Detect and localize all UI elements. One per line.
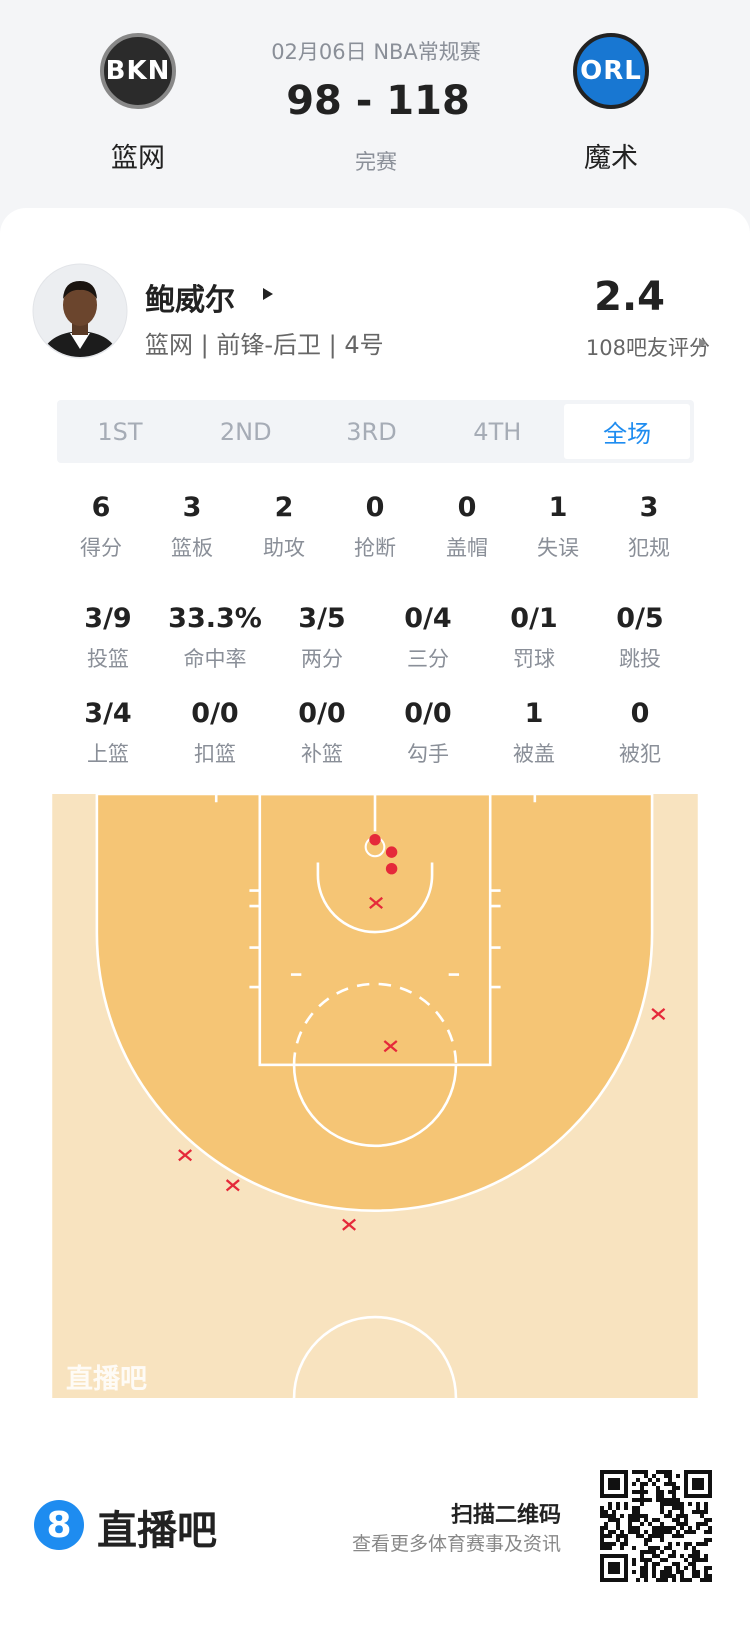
stat-value: 0	[630, 698, 650, 729]
player-name[interactable]: 鲍威尔	[145, 283, 235, 318]
stat-value: 3	[182, 492, 202, 523]
stat-label: 篮板	[171, 536, 213, 560]
stat-label: 扣篮	[194, 742, 236, 766]
rating-arrow	[699, 338, 707, 348]
stat-value: 0	[457, 492, 477, 523]
stat-value: 33.3%	[168, 603, 262, 634]
period-tab[interactable]: 全场	[564, 404, 690, 459]
home-logo: BKN	[100, 33, 176, 109]
period-tab[interactable]: 2ND	[219, 417, 272, 446]
away-name: 魔术	[584, 143, 638, 174]
stat-label: 跳投	[619, 647, 661, 671]
stat-label: 命中率	[183, 647, 247, 671]
stat-value: 0/5	[616, 603, 664, 634]
stat-label: 助攻	[263, 536, 305, 560]
stat-value: 3	[639, 492, 659, 523]
home-name: 篮网	[111, 143, 165, 174]
stat-label: 两分	[301, 647, 343, 671]
player-info: 篮网 | 前锋-后卫 | 4号	[145, 331, 384, 359]
score: 98 - 118	[286, 78, 470, 124]
stat-value: 0/0	[404, 698, 452, 729]
period-tab[interactable]: 3RD	[346, 417, 397, 446]
stat-value: 0	[365, 492, 385, 523]
period-tabs: 1ST 2ND 3RD 4TH 全场	[57, 400, 694, 463]
stat-value: 3/4	[84, 698, 132, 729]
stat-label: 失误	[537, 536, 579, 560]
brand-logo: 8	[34, 1500, 84, 1550]
stat-label: 抢断	[354, 536, 396, 560]
period-tab[interactable]: 4TH	[473, 417, 522, 446]
stat-label: 盖帽	[446, 536, 488, 560]
stat-value: 6	[91, 492, 111, 523]
avatar	[32, 263, 128, 359]
away-logo: ORL	[573, 33, 649, 109]
stat-value: 1	[524, 698, 544, 729]
date-league: 02月06日 NBA常规赛	[271, 40, 481, 64]
stat-label: 三分	[407, 647, 449, 671]
scan-text: 扫描二维码	[450, 1503, 561, 1528]
missed-shots	[178, 896, 666, 1231]
period-tab[interactable]: 1ST	[97, 417, 143, 446]
stat-value: 0/4	[404, 603, 452, 634]
more-text: 查看更多体育赛事及资讯	[351, 1533, 561, 1555]
stat-value: 0/1	[510, 603, 558, 634]
stat-label: 上篮	[87, 742, 129, 766]
status: 完赛	[355, 150, 397, 174]
stat-value: 2	[274, 492, 294, 523]
brand-name: 直播吧	[97, 1508, 217, 1554]
stat-label: 被犯	[619, 742, 661, 766]
stat-value: 0/0	[298, 698, 346, 729]
stat-value: 3/9	[84, 603, 132, 634]
stat-label: 补篮	[301, 742, 343, 766]
qr-code	[600, 1470, 712, 1582]
stat-label: 犯规	[628, 536, 670, 560]
stat-value: 0/0	[191, 698, 239, 729]
watermark: 直播吧	[66, 1364, 147, 1395]
stat-label: 被盖	[513, 742, 555, 766]
stat-label: 勾手	[407, 742, 449, 766]
name-arrow	[263, 288, 273, 300]
shot-chart	[52, 794, 698, 1398]
made-shots	[369, 833, 398, 875]
rating-label[interactable]: 108吧友评分	[585, 336, 710, 360]
stat-label: 得分	[80, 536, 122, 560]
stat-value: 3/5	[298, 603, 346, 634]
rating: 2.4	[594, 274, 665, 320]
stat-label: 投篮	[87, 647, 129, 671]
stat-value: 1	[548, 492, 568, 523]
stat-label: 罚球	[513, 647, 555, 671]
